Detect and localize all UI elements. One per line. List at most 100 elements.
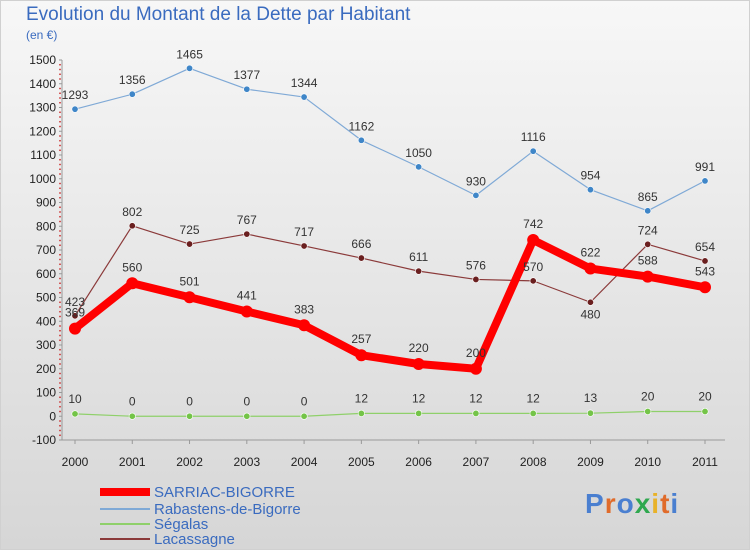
y-minor-tick: [59, 196, 61, 199]
data-point: [699, 281, 711, 294]
y-tick-label: 900: [36, 196, 56, 210]
series-lines: [72, 67, 706, 417]
data-label: 1344: [291, 76, 318, 90]
data-point: [415, 267, 423, 275]
data-label: 560: [122, 260, 142, 274]
data-point: [644, 240, 652, 248]
proxiti-logo: Proxiti: [585, 488, 680, 519]
data-label: 441: [237, 289, 257, 303]
y-tick-label: 500: [36, 291, 56, 305]
data-point: [243, 412, 251, 420]
y-minor-tick: [59, 386, 61, 389]
y-minor-tick: [59, 125, 61, 128]
x-tick-label: 2003: [233, 455, 260, 469]
y-minor-tick: [59, 401, 61, 403]
data-point: [126, 277, 139, 290]
data-point: [472, 409, 480, 417]
y-minor-tick: [59, 282, 61, 285]
data-label: 1050: [405, 146, 432, 160]
legend-label: Ségalas: [154, 516, 208, 533]
y-minor-tick: [59, 434, 61, 437]
y-minor-tick: [59, 173, 61, 175]
data-point: [128, 222, 136, 230]
y-minor-tick: [59, 358, 61, 361]
data-point: [469, 362, 482, 375]
data-label: 717: [294, 225, 314, 239]
data-point: [586, 298, 594, 306]
data-point: [644, 407, 652, 415]
data-label: 501: [180, 274, 200, 288]
data-point: [300, 412, 308, 420]
y-minor-tick: [59, 339, 61, 342]
data-label: 220: [409, 341, 429, 355]
data-point: [183, 291, 196, 304]
y-minor-tick: [59, 424, 61, 427]
data-label: 654: [695, 240, 715, 254]
chart-title: Evolution du Montant de la Dette par Hab…: [26, 4, 411, 25]
data-label: 767: [237, 213, 257, 227]
y-minor-tick: [59, 73, 61, 76]
data-label: 383: [294, 302, 314, 316]
y-minor-tick: [59, 253, 61, 256]
x-tick-label: 2006: [405, 455, 432, 469]
y-minor-tick: [59, 325, 61, 327]
y-minor-tick: [59, 315, 61, 318]
y-minor-tick: [59, 101, 61, 104]
y-minor-tick: [59, 230, 61, 232]
y-minor-tick: [59, 291, 61, 294]
data-point: [529, 409, 537, 417]
data-label: 588: [638, 254, 658, 268]
y-minor-tick: [59, 87, 61, 90]
y-minor-tick: [59, 258, 61, 261]
data-label: 1356: [119, 73, 146, 87]
y-minor-tick: [59, 192, 61, 194]
data-point: [472, 275, 480, 283]
data-label: 423: [65, 295, 85, 309]
data-label: 12: [412, 391, 426, 405]
y-minor-tick: [59, 97, 61, 99]
x-tick-label: 2005: [348, 455, 375, 469]
y-tick-label: 1500: [29, 53, 56, 67]
y-minor-tick: [59, 215, 61, 218]
data-point: [415, 409, 423, 417]
data-label: 20: [698, 390, 712, 404]
y-minor-tick: [59, 306, 61, 308]
data-point: [529, 277, 537, 285]
data-label: 369: [65, 306, 85, 320]
data-label: 20: [641, 390, 655, 404]
y-minor-tick: [59, 334, 61, 337]
series-line-0: [72, 236, 706, 373]
data-point: [472, 191, 480, 199]
data-label: 622: [580, 246, 600, 260]
legend-label: Rabastens-de-Bigorre: [154, 501, 301, 518]
data-point: [701, 407, 709, 415]
y-tick-label: 400: [36, 314, 56, 328]
y-tick-label: 1400: [29, 77, 56, 91]
x-tick-label: 2001: [119, 455, 146, 469]
x-tick-label: 2011: [692, 455, 718, 469]
y-minor-tick: [59, 187, 61, 190]
y-minor-tick: [59, 410, 61, 413]
data-label: 1116: [521, 130, 546, 144]
legend-label: SARRIAC-BIGORRE: [154, 484, 295, 501]
data-point: [701, 257, 709, 265]
x-tick-label: 2004: [291, 455, 318, 469]
data-point: [701, 177, 709, 185]
y-minor-tick: [59, 382, 61, 384]
y-minor-tick: [59, 353, 61, 356]
y-minor-tick: [59, 163, 61, 166]
data-point: [128, 90, 136, 98]
data-label: 570: [523, 260, 543, 274]
data-point: [412, 358, 425, 370]
data-label: 13: [584, 391, 598, 405]
y-minor-tick: [59, 372, 61, 375]
data-point: [644, 207, 652, 215]
data-label: 802: [122, 205, 142, 219]
series-line-2: [74, 410, 705, 417]
data-label: 480: [580, 307, 600, 321]
y-minor-tick: [59, 239, 61, 242]
y-minor-tick: [59, 268, 61, 270]
data-point: [243, 230, 251, 238]
data-point: [243, 85, 251, 93]
